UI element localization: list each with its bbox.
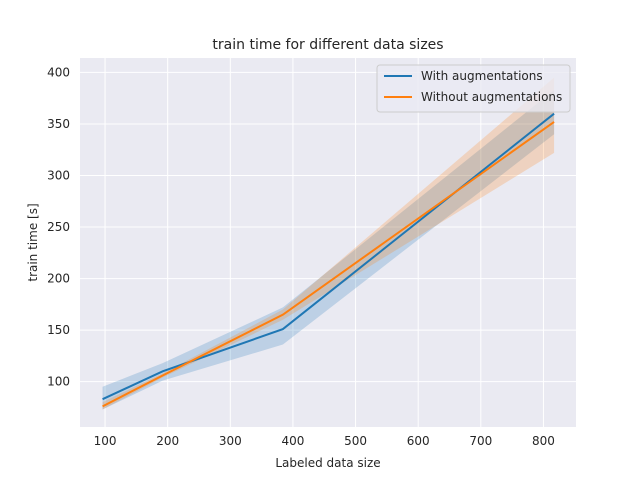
- y-tick-label: 150: [47, 323, 70, 337]
- series-lines: [102, 112, 555, 408]
- legend-label-with-augmentations: With augmentations: [421, 69, 543, 83]
- x-tick-label: 700: [469, 434, 492, 448]
- y-axis-ticks: 100 150 200 250 300 350 400: [47, 65, 70, 388]
- grid: [80, 58, 576, 427]
- legend: With augmentations Without augmentations: [376, 64, 571, 113]
- y-tick-label: 350: [47, 117, 70, 131]
- x-tick-label: 800: [532, 434, 555, 448]
- x-axis-ticks: 100 200 300 400 500 600 700 800: [94, 434, 555, 448]
- x-tick-label: 200: [156, 434, 179, 448]
- plot-background: [80, 58, 576, 427]
- line-with-augmentations: [102, 112, 555, 401]
- chart-title: train time for different data sizes: [212, 37, 443, 53]
- y-tick-label: 250: [47, 220, 70, 234]
- x-tick-label: 500: [344, 434, 367, 448]
- y-tick-label: 300: [47, 169, 70, 183]
- y-axis-label: train time [s]: [26, 203, 40, 281]
- legend-label-without-augmentations: Without augmentations: [421, 90, 562, 104]
- y-tick-label: 400: [47, 65, 70, 79]
- y-tick-label: 100: [47, 375, 70, 389]
- x-tick-label: 300: [219, 434, 242, 448]
- x-axis-label: Labeled data size: [275, 456, 380, 470]
- line-without-augmentations: [102, 121, 555, 408]
- legend-box: [376, 64, 571, 113]
- x-tick-label: 600: [407, 434, 430, 448]
- y-tick-label: 200: [47, 272, 70, 286]
- x-tick-label: 400: [281, 434, 304, 448]
- x-tick-label: 100: [94, 434, 117, 448]
